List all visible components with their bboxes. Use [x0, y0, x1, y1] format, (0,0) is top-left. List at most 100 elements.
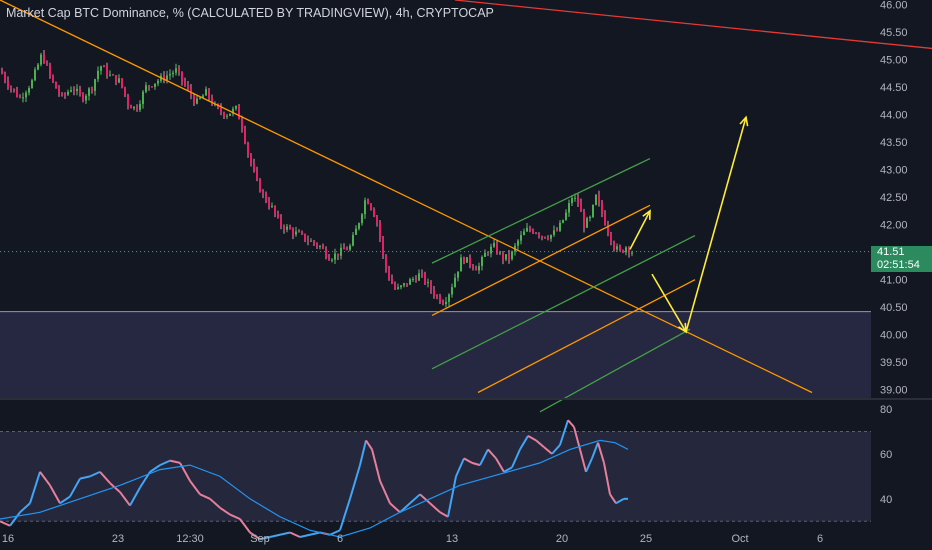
candle-bull	[85, 95, 87, 101]
candle-bull	[364, 200, 366, 215]
candle-bear	[244, 128, 246, 143]
candle-bear	[556, 230, 558, 232]
candle-bear	[265, 193, 267, 202]
candle-bull	[205, 88, 207, 96]
candle-bull	[133, 106, 135, 109]
rsi-line-segment	[359, 440, 367, 466]
arrow-down[interactable]	[651, 273, 687, 333]
rsi-line-segment	[229, 513, 241, 520]
main-price-pane[interactable]	[0, 0, 932, 413]
candle-bear	[253, 163, 255, 171]
candle-bear	[58, 88, 60, 94]
candle-bull	[232, 108, 234, 114]
descending-trendline[interactable]	[0, 0, 813, 394]
resistance-line[interactable]	[454, 0, 932, 50]
candle-bull	[574, 197, 576, 199]
candle-bull	[235, 105, 237, 109]
candle-bull	[595, 194, 597, 205]
channel-mid-line[interactable]	[431, 204, 651, 317]
rsi-line-segment	[439, 511, 449, 518]
x-tick-label: 13	[446, 533, 458, 545]
candle-bear	[241, 119, 243, 129]
candle-bull	[361, 214, 363, 224]
candle-bear	[442, 302, 444, 305]
arrow-up-small[interactable]	[629, 210, 651, 250]
rsi-line-segment	[495, 457, 505, 473]
x-tick-label: 25	[640, 533, 652, 545]
y-tick-label: 45.50	[880, 27, 908, 39]
candle-bull	[505, 254, 507, 260]
candle-bull	[559, 222, 561, 231]
candle-bull	[427, 282, 429, 284]
channel-lower-line-2[interactable]	[477, 279, 696, 394]
candle-bear	[79, 88, 81, 94]
candle-bull	[37, 64, 39, 70]
rsi-line-segment	[615, 497, 625, 505]
rsi-line-segment	[399, 502, 411, 514]
x-tick-label: Sep	[250, 533, 270, 545]
y-tick-label: 40.50	[880, 302, 908, 314]
candle-bull	[271, 205, 273, 207]
candle-bear	[124, 87, 126, 96]
rsi-line-segment	[209, 498, 221, 509]
candle-bear	[7, 80, 9, 87]
candle-bull	[352, 234, 354, 246]
rsi-line-segment	[89, 470, 101, 478]
rsi-indicator-pane[interactable]	[0, 419, 871, 541]
rsi-line-segment	[19, 502, 31, 514]
candle-bear	[628, 247, 630, 253]
rsi-line-segment	[409, 493, 421, 505]
arrow-up-large[interactable]	[685, 117, 747, 333]
y-tick-label: 43.00	[880, 165, 908, 177]
candle-bear	[211, 98, 213, 105]
candle-bull	[592, 204, 594, 217]
rsi-line-segment	[471, 461, 481, 467]
candle-bear	[547, 238, 549, 240]
candle-bear	[487, 252, 489, 254]
candle-bull	[568, 203, 570, 213]
rsi-line-segment	[79, 475, 91, 480]
candle-bear	[307, 240, 309, 242]
candle-bear	[193, 95, 195, 104]
rsi-y-tick-label: 40	[880, 494, 892, 506]
candle-bear	[247, 142, 249, 155]
channel-upper-line[interactable]	[431, 157, 651, 264]
candle-bear	[433, 289, 435, 296]
candle-bull	[484, 252, 486, 257]
candle-bull	[40, 54, 42, 65]
candle-bear	[541, 236, 543, 238]
candle-bull	[499, 252, 501, 254]
candle-bear	[91, 88, 93, 91]
x-tick-label: 6	[337, 533, 343, 545]
candle-bull	[295, 231, 297, 235]
candle-bull	[397, 287, 399, 289]
candle-bear	[298, 231, 300, 233]
y-tick-label: 39.50	[880, 357, 908, 369]
candle-bear	[577, 197, 579, 204]
candle-bear	[394, 283, 396, 289]
candle-bear	[604, 213, 606, 225]
arrow-up-small-head	[642, 209, 651, 220]
rsi-line-segment	[573, 426, 581, 450]
candle-bull	[403, 283, 405, 286]
candle-bull	[319, 246, 321, 248]
candle-bull	[229, 113, 231, 116]
countdown-badge: 02:51:54	[871, 259, 932, 272]
candle-bear	[583, 212, 585, 228]
candle-bear	[436, 295, 438, 297]
candle-bull	[154, 83, 156, 87]
rsi-line-segment	[455, 457, 465, 477]
candle-bear	[316, 243, 318, 247]
candle-bear	[406, 283, 408, 285]
candle-bull	[481, 256, 483, 267]
rsi-line-segment	[299, 533, 311, 538]
x-tick-label: 12:30	[176, 533, 204, 545]
rsi-line-segment	[487, 448, 497, 460]
candle-bull	[169, 74, 171, 76]
candle-bull	[286, 226, 288, 230]
candle-bear	[73, 90, 75, 92]
rsi-line-segment	[579, 449, 587, 473]
candle-bull	[457, 271, 459, 278]
channel-lower-line-1[interactable]	[431, 235, 696, 370]
